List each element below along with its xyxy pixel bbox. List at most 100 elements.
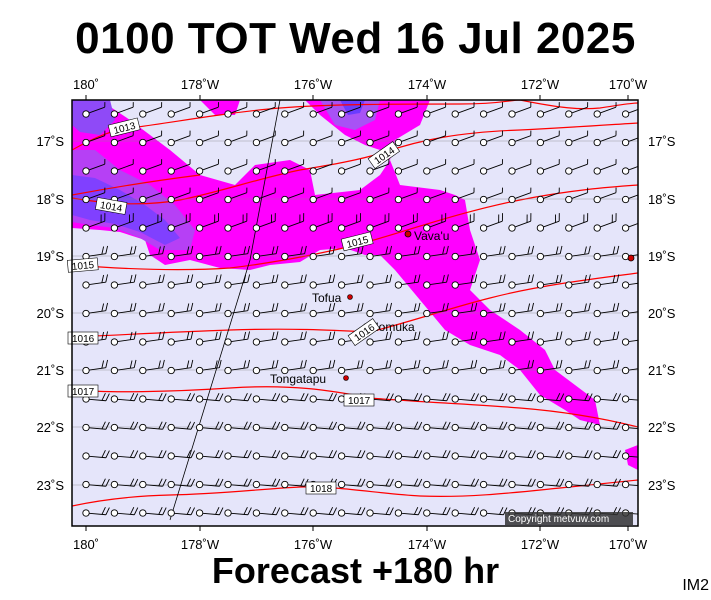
wind-barb: [479, 331, 506, 346]
wind-barb: [621, 166, 638, 175]
isobar-label: 1017: [72, 387, 95, 398]
wind-barb: [423, 478, 451, 489]
wind-barb: [366, 421, 394, 432]
wind-barb: [337, 159, 361, 175]
wind-barb: [621, 281, 638, 289]
wind-barb: [394, 102, 418, 118]
wind-barb: [621, 480, 638, 489]
wind-barb: [536, 213, 560, 232]
wind-barb: [195, 187, 219, 204]
wind-barb: [565, 130, 589, 147]
wind-barb: [366, 359, 393, 375]
axis-right: 17˚S 18˚S 19˚S 20˚S 21˚S 22˚S 23˚S: [648, 134, 676, 493]
wind-barb: [281, 449, 309, 460]
wind-barb: [593, 159, 617, 175]
lat-label-right: 22˚S: [648, 420, 676, 435]
lat-label-right: 17˚S: [648, 134, 676, 149]
wind-barb: [252, 274, 279, 289]
wind-barb: [110, 449, 139, 460]
wind-barb: [508, 331, 535, 346]
wind-barb: [366, 213, 390, 232]
wind-barb: [565, 421, 593, 432]
wind-barb: [139, 449, 167, 460]
wind-barb: [451, 421, 480, 432]
wind-barb: [337, 506, 366, 517]
lat-label-left: 22˚S: [37, 420, 65, 435]
wind-barb: [224, 449, 252, 460]
lat-label-left: 23˚S: [37, 478, 65, 493]
wind-barb: [621, 223, 638, 232]
wind-barb: [195, 478, 224, 489]
rain-area-main: [72, 100, 600, 425]
wind-barb: [565, 478, 593, 489]
lat-label-left: 17˚S: [37, 134, 65, 149]
wind-barb: [309, 506, 338, 517]
wind-barb: [565, 102, 589, 118]
wind-barb: [451, 506, 480, 517]
wind-barb: [224, 187, 248, 204]
wind-barb: [593, 213, 617, 232]
wind-barb: [195, 449, 224, 460]
wind-barb: [82, 478, 110, 489]
wind-barb: [423, 506, 451, 517]
wind-barb: [621, 109, 638, 118]
wind-barb: [394, 359, 421, 375]
wind-barb: [479, 478, 508, 489]
wind-barb: [508, 187, 532, 204]
wind-barb: [224, 102, 248, 118]
wind-barb: [337, 478, 366, 489]
lon-label-top: 180˚: [73, 77, 99, 92]
wind-barb: [252, 245, 279, 261]
wind-barb: [281, 102, 305, 118]
wind-barb: [451, 274, 478, 289]
wind-barb: [252, 449, 281, 460]
wind-barb: [479, 130, 503, 147]
islands: Vava'u Tofua Nomuka Tongatapu: [270, 229, 635, 386]
wind-barb: [167, 449, 196, 460]
wind-barb: [451, 302, 478, 318]
wind-barb: [281, 331, 307, 346]
image-code: IM2: [682, 577, 709, 594]
wind-barb: [139, 478, 167, 489]
wind-barb: [423, 359, 449, 375]
wind-barb: [167, 274, 194, 289]
place-label-vavau: Vava'u: [414, 229, 449, 243]
wind-barb: [508, 302, 535, 318]
wind-barb: [139, 130, 163, 147]
lat-label-right: 20˚S: [648, 306, 676, 321]
wind-barb: [110, 274, 137, 289]
wind-barb: [479, 274, 506, 289]
wind-barb: [224, 506, 252, 517]
wind-barb: [423, 331, 449, 346]
wind-barb: [366, 331, 393, 346]
wind-barb: [621, 137, 638, 147]
wind-barb: [366, 102, 390, 118]
wind-barb: [309, 359, 336, 375]
wind-barb: [167, 421, 196, 432]
lon-label-top: 176˚W: [294, 77, 333, 92]
wind-barb: [593, 421, 622, 432]
forecast-label: Forecast +180 hr: [211, 550, 500, 591]
wind-barb: [394, 274, 421, 289]
wind-barb: [366, 159, 390, 175]
axis-bottom: 180˚ 178˚W 176˚W 174˚W 172˚W 170˚W: [73, 537, 648, 552]
wind-barb: [139, 159, 163, 175]
wind-barb: [110, 245, 137, 261]
wind-barb: [593, 102, 617, 118]
wind-barb: [281, 245, 307, 261]
wind-barb: [252, 159, 276, 175]
wind-barb: [195, 245, 222, 261]
wind-barb: [110, 159, 134, 175]
wind-barb: [394, 449, 423, 460]
wind-barb: [252, 102, 276, 118]
wind-barb: [479, 359, 506, 375]
wind-barb: [565, 213, 589, 232]
wind-barb: [195, 102, 219, 118]
wind-barb: [479, 187, 503, 204]
lon-label-bottom: 172˚W: [521, 537, 560, 552]
isobar-label: 1016: [72, 334, 95, 345]
isobar-1018: [72, 479, 638, 507]
wind-barb: [366, 302, 393, 318]
copyright-badge: [505, 512, 633, 525]
date-line: [169, 99, 281, 521]
